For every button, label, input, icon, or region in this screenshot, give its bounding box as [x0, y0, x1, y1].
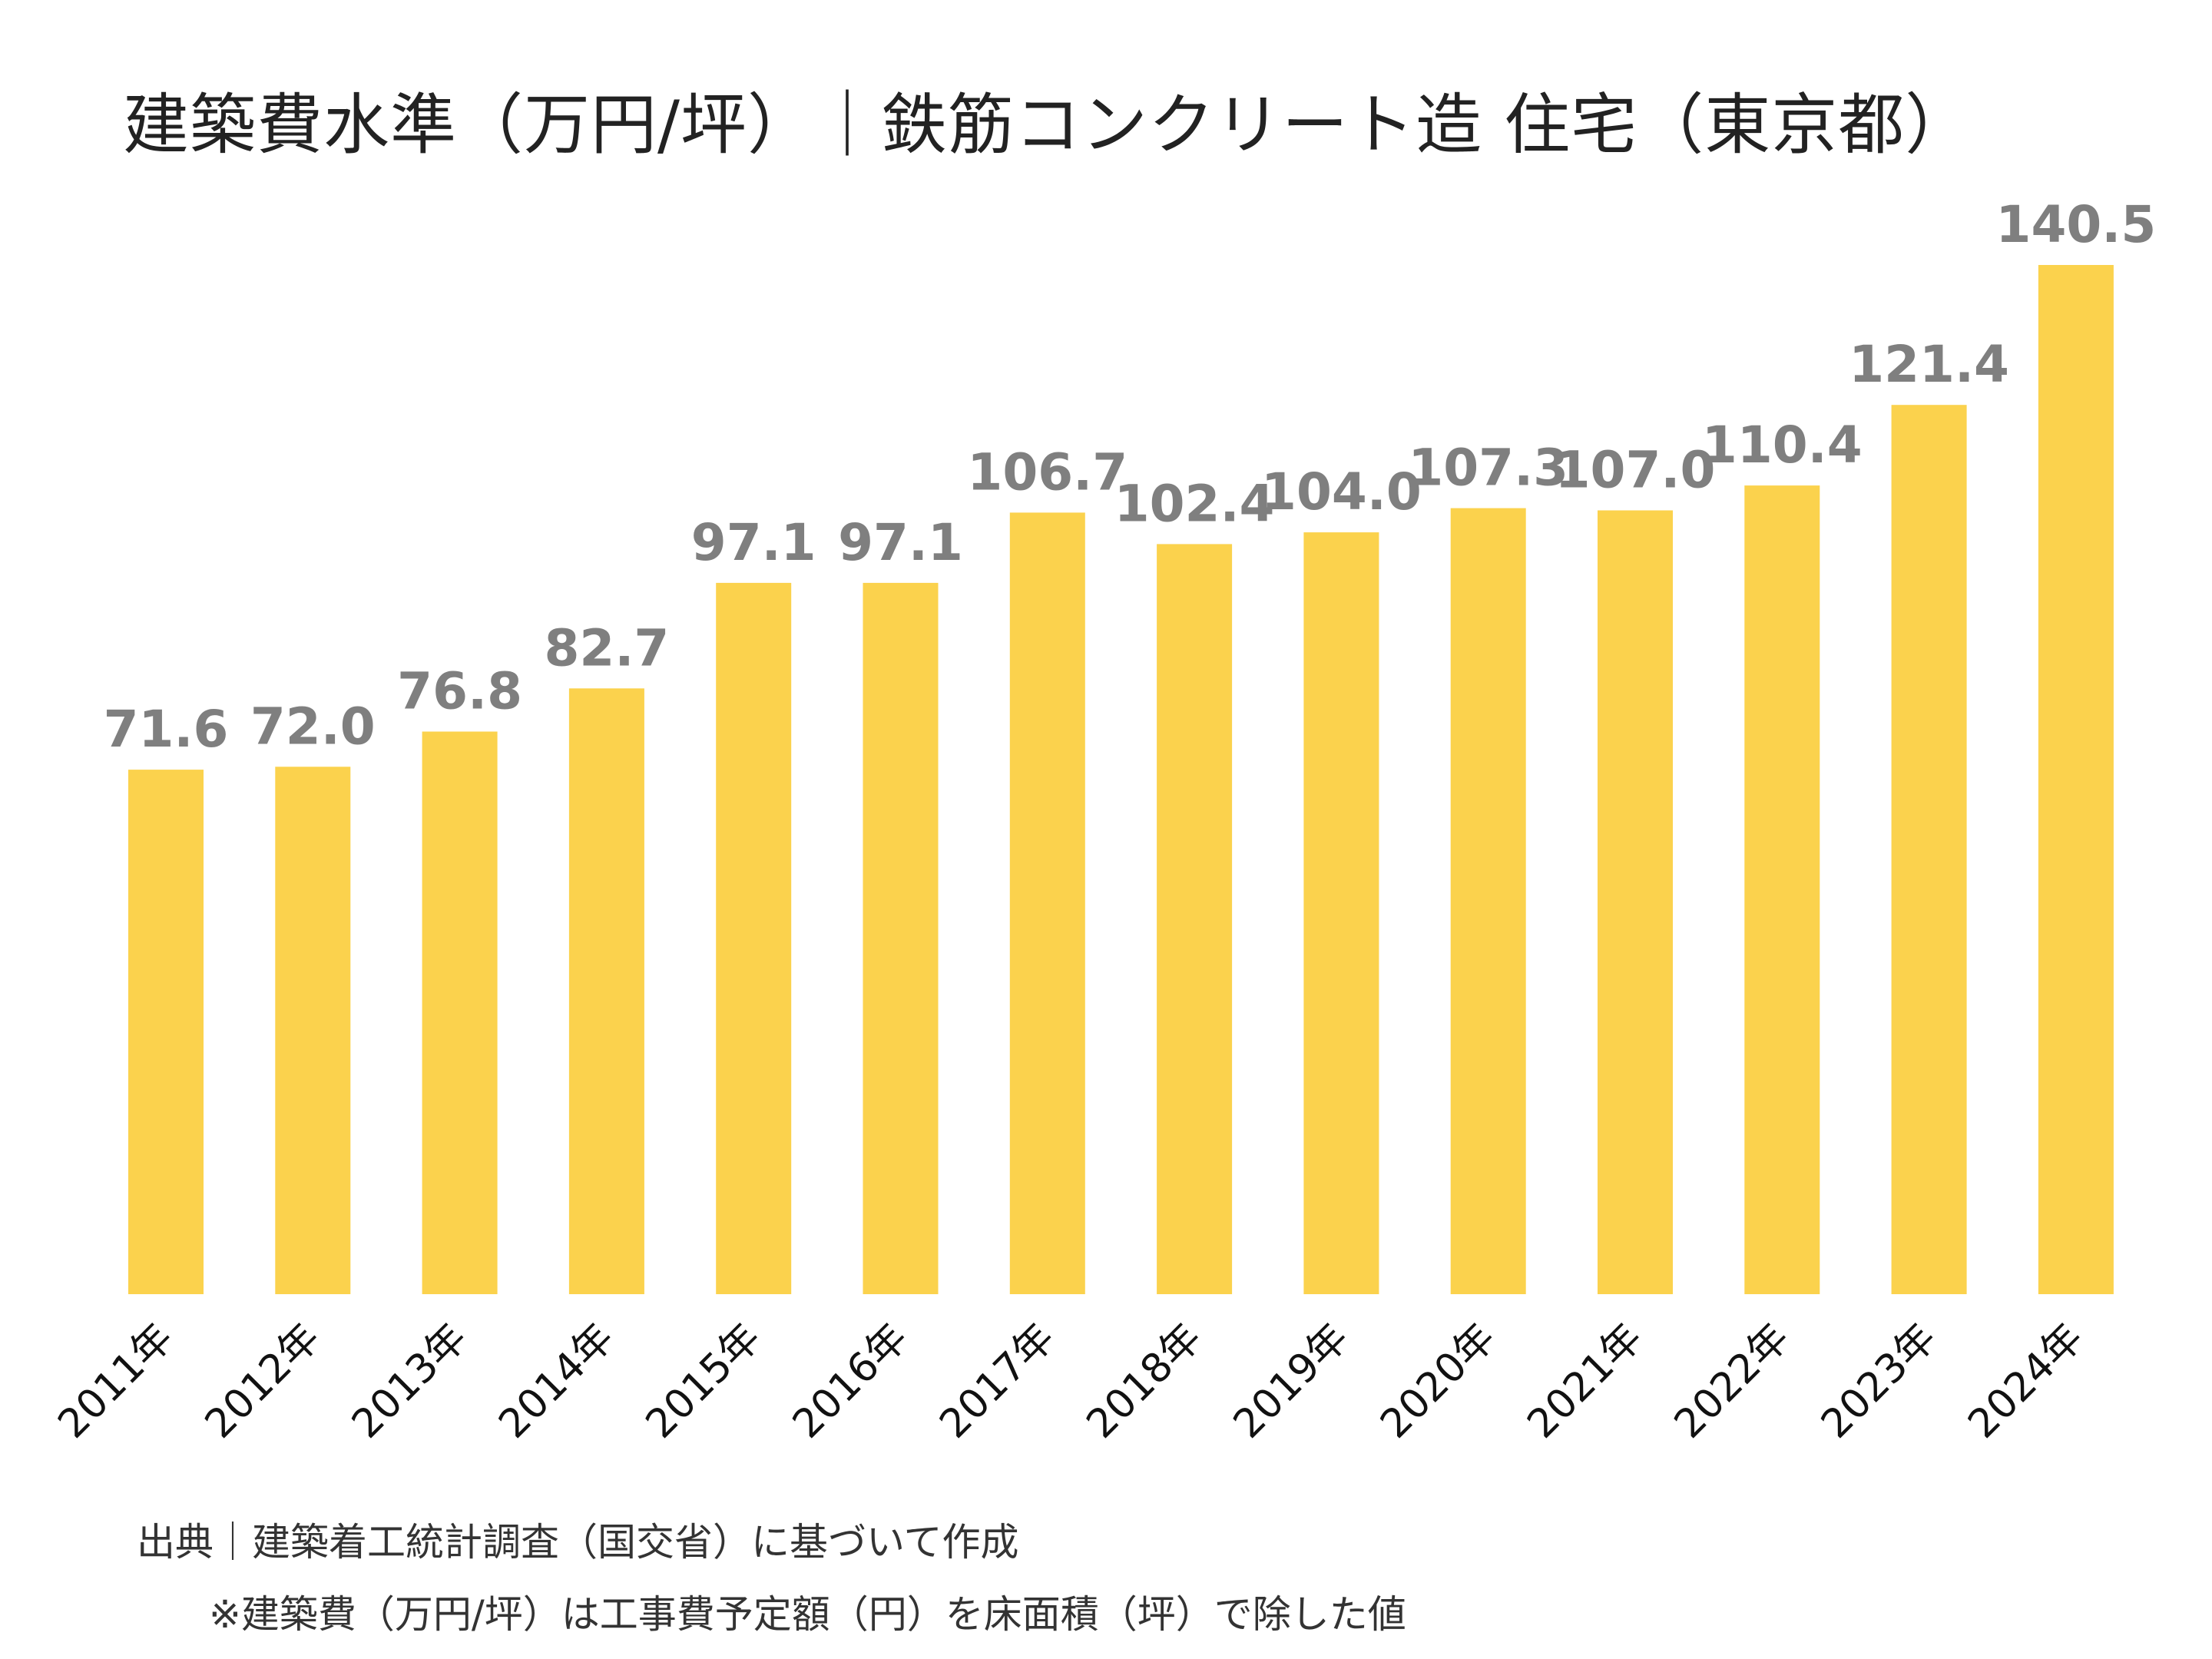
category-labels-layer: 2011年 2012年 2013年 2014年 2015年 2016年 2017年 2018年…: [49, 1315, 2092, 1448]
bar-2012年: [275, 767, 351, 1294]
chart-title: 建築費水準（万円/坪）｜鉄筋コンクリート造 住宅（東京都）: [123, 87, 1972, 164]
value-label-2011年: 71.6: [104, 700, 229, 759]
value-labels-layer: 71.6 72.076.882.797.1 97.1106.7102.4104.01…: [104, 195, 2157, 759]
category-label-2018年: 2018年: [1078, 1315, 1211, 1448]
bar-2013年: [422, 731, 498, 1294]
method-note: ※建築費（万円/坪）は工事費予定額（円）を床面積（坪）で除した値: [209, 1592, 1406, 1637]
bar-2014年: [568, 688, 644, 1294]
category-label-2024年: 2024年: [1959, 1315, 2092, 1448]
category-label-2023年: 2023年: [1813, 1315, 1945, 1448]
value-label-2024年: 140.5: [1996, 195, 2157, 254]
category-label-2021年: 2021年: [1518, 1315, 1651, 1448]
category-label-2022年: 2022年: [1666, 1315, 1799, 1448]
value-label-2015年: 97.1: [691, 513, 816, 572]
bar-2018年: [1157, 544, 1233, 1294]
bar-2023年: [1891, 405, 1967, 1295]
bar-2022年: [1744, 485, 1820, 1294]
value-label-2022年: 110.4: [1702, 416, 1863, 475]
bar-2024年: [2038, 265, 2114, 1294]
value-label-2012年: 72.0: [250, 697, 376, 756]
value-label-2017年: 106.7: [967, 442, 1128, 502]
category-label-2013年: 2013年: [343, 1315, 476, 1448]
bar-2019年: [1303, 532, 1379, 1294]
category-label-2015年: 2015年: [637, 1315, 770, 1448]
category-label-2020年: 2020年: [1372, 1315, 1505, 1448]
source-note: 出典｜建築着工統計調査（国交省）に基づいて作成: [137, 1520, 1019, 1565]
category-label-2011年: 2011年: [49, 1315, 182, 1448]
category-label-2017年: 2017年: [931, 1315, 1064, 1448]
bar-2020年: [1450, 508, 1526, 1294]
category-label-2019年: 2019年: [1225, 1315, 1358, 1448]
value-label-2013年: 76.8: [397, 662, 522, 721]
value-label-2018年: 102.4: [1114, 474, 1275, 533]
value-label-2021年: 107.0: [1555, 441, 1716, 500]
category-label-2014年: 2014年: [490, 1315, 623, 1448]
category-label-2016年: 2016年: [784, 1315, 917, 1448]
bar-2016年: [863, 582, 939, 1294]
bar-2017年: [1009, 512, 1085, 1294]
category-label-2012年: 2012年: [197, 1315, 329, 1448]
value-label-2016年: 97.1: [838, 513, 963, 572]
value-label-2020年: 107.3: [1408, 439, 1568, 498]
bar-2011年: [128, 770, 204, 1294]
value-label-2019年: 104.0: [1261, 462, 1422, 522]
value-label-2014年: 82.7: [544, 618, 669, 677]
bars-layer: [128, 265, 2114, 1295]
value-label-2023年: 121.4: [1849, 335, 2009, 394]
bar-2015年: [716, 582, 792, 1294]
bar-2021年: [1598, 510, 1673, 1294]
